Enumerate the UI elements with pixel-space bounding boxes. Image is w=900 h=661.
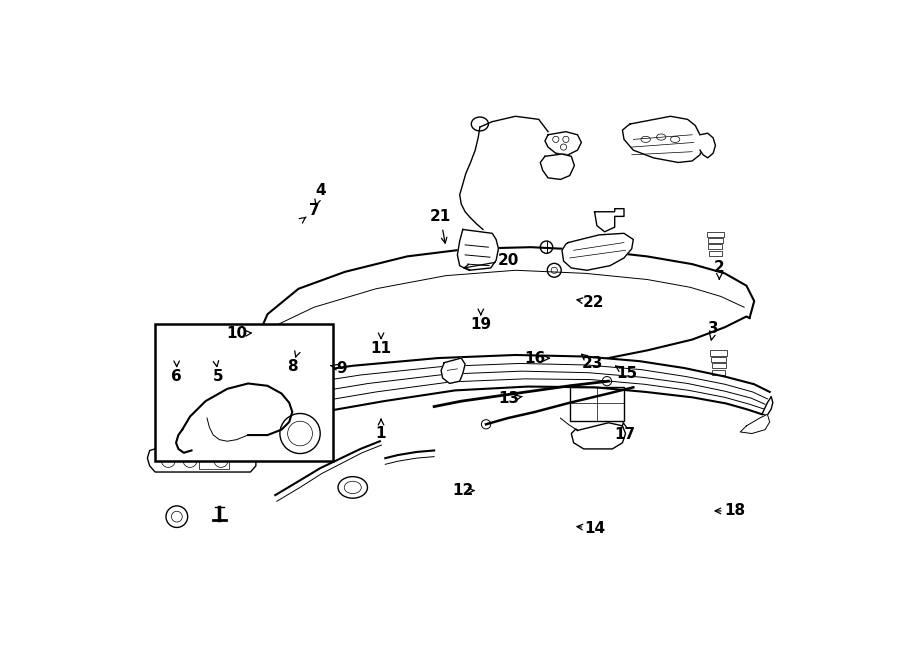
Text: 13: 13 — [498, 391, 519, 407]
Polygon shape — [540, 154, 574, 179]
Text: 14: 14 — [585, 521, 606, 535]
Text: 17: 17 — [615, 427, 635, 442]
Bar — [706, 232, 724, 237]
Text: 2: 2 — [714, 260, 724, 275]
Bar — [707, 238, 724, 243]
Text: 9: 9 — [336, 361, 346, 376]
Polygon shape — [545, 132, 581, 155]
Text: 19: 19 — [470, 317, 491, 332]
Polygon shape — [441, 358, 465, 383]
Bar — [155, 324, 333, 461]
Text: 18: 18 — [724, 504, 745, 518]
Text: 23: 23 — [581, 356, 603, 371]
Polygon shape — [457, 229, 499, 270]
Text: 3: 3 — [708, 321, 719, 336]
Bar — [710, 350, 727, 356]
Bar — [708, 244, 723, 249]
Text: 20: 20 — [498, 253, 519, 268]
Text: 7: 7 — [310, 203, 320, 218]
Polygon shape — [205, 355, 770, 450]
Polygon shape — [700, 134, 716, 158]
Text: 21: 21 — [429, 210, 451, 224]
Text: 4: 4 — [315, 183, 326, 198]
Text: 10: 10 — [226, 327, 248, 341]
Text: 11: 11 — [371, 340, 392, 356]
Polygon shape — [148, 449, 256, 472]
Polygon shape — [256, 340, 283, 353]
Bar — [712, 363, 725, 368]
Polygon shape — [595, 209, 624, 232]
Bar — [713, 369, 725, 375]
Polygon shape — [562, 233, 634, 270]
Polygon shape — [572, 423, 626, 449]
Text: 22: 22 — [583, 295, 605, 310]
Text: 1: 1 — [376, 426, 386, 440]
Polygon shape — [623, 116, 703, 163]
Text: 8: 8 — [287, 360, 298, 374]
Bar — [711, 356, 726, 362]
Text: 16: 16 — [524, 351, 545, 366]
Text: 6: 6 — [171, 369, 182, 383]
Text: 15: 15 — [616, 366, 638, 381]
Polygon shape — [740, 414, 770, 434]
Bar — [199, 452, 229, 469]
Polygon shape — [256, 247, 754, 375]
Text: 5: 5 — [213, 369, 224, 383]
Bar — [709, 251, 722, 256]
Text: 12: 12 — [452, 483, 473, 498]
